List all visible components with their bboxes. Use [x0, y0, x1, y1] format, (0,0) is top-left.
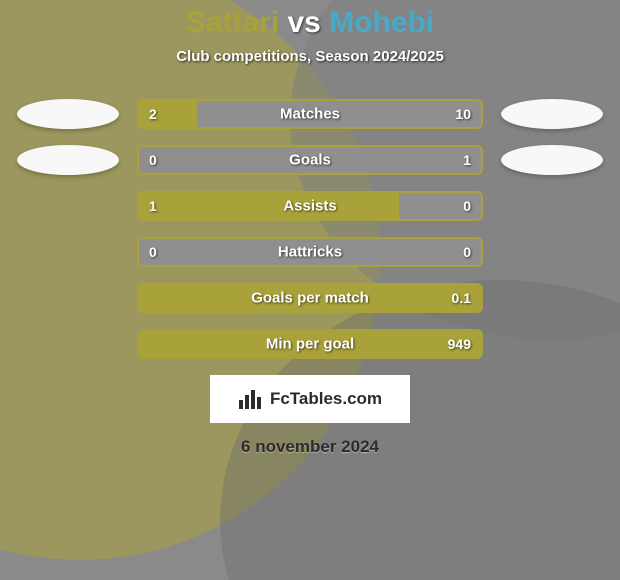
logo-text: FcTables.com — [270, 389, 382, 409]
stat-label: Hattricks — [139, 244, 481, 261]
stat-value-right: 949 — [448, 336, 471, 352]
date-text: 6 november 2024 — [0, 437, 620, 457]
stat-label: Matches — [139, 106, 481, 123]
stat-label: Goals per match — [139, 290, 481, 307]
stat-row: Goals per match0.1 — [0, 283, 620, 313]
stat-row: Hattricks0 0 — [0, 237, 620, 267]
stat-value-left: 1 — [149, 198, 157, 214]
stat-value-right: 1 — [463, 152, 471, 168]
stat-bar: Goals per match0.1 — [137, 283, 483, 313]
stat-value-right: 0 — [463, 244, 471, 260]
subtitle: Club competitions, Season 2024/2025 — [0, 48, 620, 65]
stat-row: Matches2 10 — [0, 99, 620, 129]
logo-icon — [238, 388, 264, 410]
stat-label: Min per goal — [139, 336, 481, 353]
stat-label: Goals — [139, 152, 481, 169]
stat-row: Min per goal949 — [0, 329, 620, 359]
logo-box: FcTables.com — [210, 375, 410, 423]
stat-value-right: 10 — [455, 106, 471, 122]
stat-bar: Assists1 0 — [137, 191, 483, 221]
stat-bar: Goals0 1 — [137, 145, 483, 175]
stat-label: Assists — [139, 198, 481, 215]
stat-value-left: 2 — [149, 106, 157, 122]
page-title: Sattari vs Mohebi — [0, 6, 620, 40]
stat-bar: Min per goal949 — [137, 329, 483, 359]
team-badge-left — [17, 145, 119, 175]
stat-bar: Hattricks0 0 — [137, 237, 483, 267]
stat-row: Goals0 1 — [0, 145, 620, 175]
stat-value-left: 0 — [149, 244, 157, 260]
player2-name: Mohebi — [329, 6, 434, 39]
stat-value-right: 0.1 — [452, 290, 471, 306]
stat-bar: Matches2 10 — [137, 99, 483, 129]
stat-value-right: 0 — [463, 198, 471, 214]
team-badge-right — [501, 99, 603, 129]
stat-row: Assists1 0 — [0, 191, 620, 221]
team-badge-left — [17, 99, 119, 129]
stat-value-left: 0 — [149, 152, 157, 168]
vs-text: vs — [288, 6, 321, 39]
player1-name: Sattari — [186, 6, 279, 39]
team-badge-right — [501, 145, 603, 175]
